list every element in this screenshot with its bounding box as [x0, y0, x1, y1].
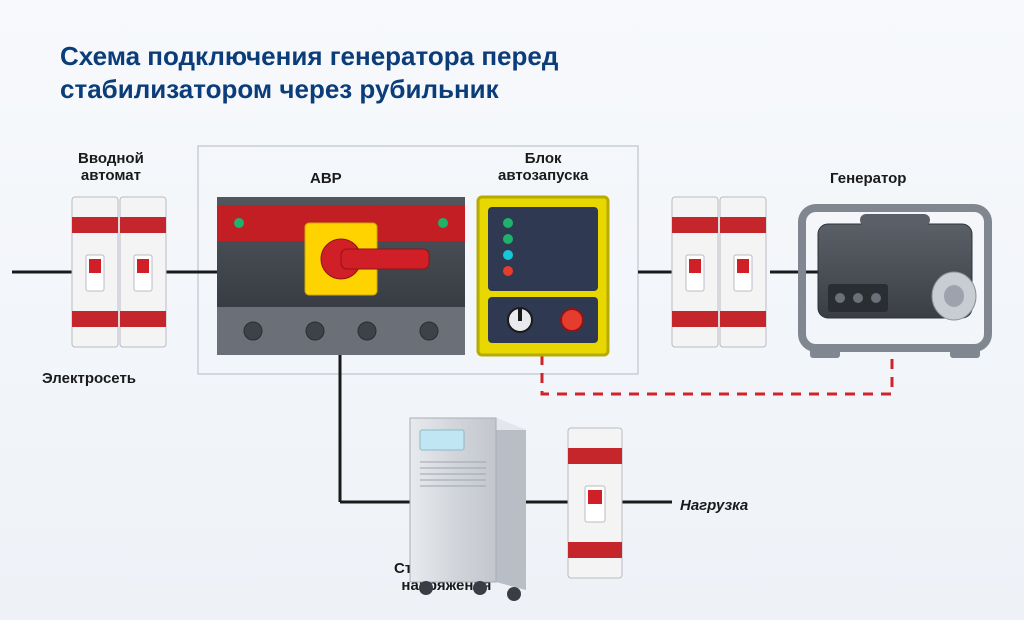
label-input-breaker: Вводнойавтомат	[78, 150, 144, 184]
load-breaker-icon	[568, 428, 622, 578]
wires-dashed	[542, 352, 892, 394]
avr-switch-icon	[217, 197, 465, 355]
label-stabilizer: Стабилизаторнапряжения	[394, 560, 499, 594]
input-breaker-icon	[72, 197, 166, 347]
diagram-title: Схема подключения генератора перед стаби…	[60, 40, 660, 105]
wires-solid	[12, 272, 818, 502]
generator-icon	[802, 208, 988, 358]
generator-breaker-icon	[672, 197, 766, 347]
autostart-block-icon	[478, 197, 608, 355]
label-grid: Электросеть	[42, 370, 136, 387]
label-generator: Генератор	[830, 170, 906, 187]
label-load: Нагрузка	[680, 497, 748, 514]
label-autostart: Блокавтозапуска	[498, 150, 588, 184]
label-avr: АВР	[310, 170, 342, 187]
